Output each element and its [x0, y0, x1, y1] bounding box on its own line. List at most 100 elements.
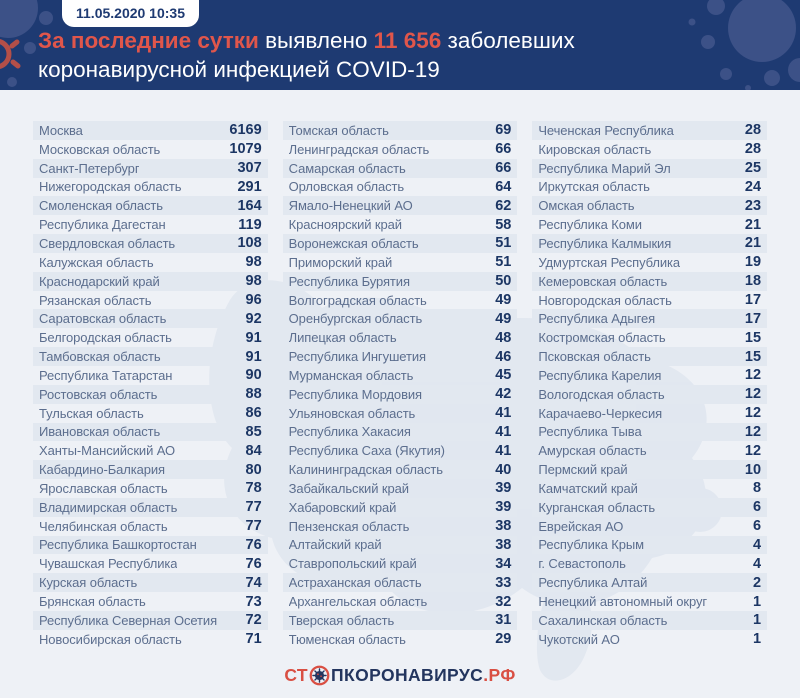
region-case-count: 85 — [245, 423, 262, 440]
region-case-count: 48 — [495, 329, 512, 346]
region-case-count: 91 — [245, 348, 262, 365]
region-case-count: 38 — [495, 518, 512, 535]
region-name: Ленинградская область — [288, 141, 430, 157]
region-name: Кемеровская область — [538, 273, 668, 289]
region-name: Ставропольский край — [288, 556, 417, 572]
stopcoronavirus-logo: СТ ПКОРОНАВИРУС .РФ — [0, 665, 800, 686]
region-stats-panel: Москва 6169 Московская область 1079 Санкт-Пе… — [0, 90, 800, 698]
region-case-count: 6 — [752, 499, 762, 516]
region-case-count: 72 — [245, 612, 262, 629]
list-item: Ямало-Ненецкий АО 62 — [282, 196, 518, 216]
region-name: Чеченская Республика — [538, 122, 674, 138]
list-item: Сахалинская область 1 — [532, 610, 768, 630]
region-case-count: 90 — [245, 367, 262, 384]
region-case-count: 12 — [744, 423, 762, 440]
logo-text-st: СТ — [284, 665, 309, 685]
region-name: Астраханская область — [288, 575, 422, 591]
list-item: Ставропольский край 34 — [283, 554, 518, 573]
list-item: Тульская область 86 — [33, 404, 268, 423]
region-name: г. Севастополь — [538, 556, 626, 572]
list-item: Новосибирская область 71 — [33, 630, 268, 649]
region-name: Ямало-Ненецкий АО — [288, 198, 413, 214]
region-name: Амурская область — [538, 443, 647, 459]
list-item: Орловская область 64 — [283, 178, 518, 197]
list-item: Иркутская область 24 — [532, 178, 767, 197]
region-case-count: 6169 — [229, 122, 262, 139]
region-name: Алтайский край — [288, 537, 382, 553]
region-case-count: 40 — [495, 461, 512, 478]
list-item: Кемеровская область 18 — [532, 271, 768, 291]
list-item: Чувашская Республика 76 — [33, 554, 268, 573]
region-case-count: 41 — [495, 423, 512, 440]
region-name: Камчатский край — [538, 480, 638, 496]
list-item: Ульяновская область 41 — [283, 404, 518, 423]
timestamp-text: 11.05.2020 10:35 — [76, 5, 185, 21]
region-name: Ярославская область — [39, 480, 168, 496]
list-item: Республика Дагестан 119 — [33, 215, 268, 234]
region-case-count: 19 — [744, 254, 762, 271]
region-case-count: 12 — [744, 386, 762, 403]
list-item: Чукотский АО 1 — [532, 630, 767, 649]
region-name: Саратовская область — [39, 311, 167, 327]
list-item: Республика Крым 4 — [532, 535, 768, 555]
region-name: Костромская область — [538, 330, 666, 346]
list-item: Архангельская область 32 — [283, 592, 518, 611]
list-item: Смоленская область 164 — [33, 196, 268, 216]
list-item: Оренбургская область 49 — [282, 309, 518, 329]
region-name: Республика Хакасия — [288, 424, 411, 440]
list-item: Московская область 1079 — [33, 140, 268, 159]
headline: За последние сутки выявлено 11 656 забол… — [38, 26, 575, 84]
region-name: Республика Тыва — [538, 424, 642, 440]
region-name: Республика Алтай — [538, 575, 648, 591]
list-item: Воронежская область 51 — [282, 234, 518, 253]
region-case-count: 51 — [495, 254, 512, 271]
region-case-count: 66 — [495, 141, 512, 158]
list-item: Кировская область 28 — [532, 140, 767, 159]
list-item: Пензенская область 38 — [283, 517, 518, 536]
region-name: Кировская область — [538, 141, 652, 157]
list-item: Пермский край 10 — [532, 460, 768, 480]
list-item: Нижегородская область 291 — [33, 178, 268, 197]
region-case-count: 46 — [495, 348, 512, 365]
region-name: Воронежская область — [288, 235, 419, 251]
list-item: Санкт-Петербург 307 — [33, 158, 268, 178]
region-case-count: 66 — [495, 160, 512, 177]
region-column-2: Томская область 69 Ленинградская область 66… — [282, 121, 518, 649]
region-case-count: 64 — [495, 178, 512, 195]
region-name: Санкт-Петербург — [39, 160, 140, 176]
region-case-count: 1079 — [229, 141, 262, 158]
region-case-count: 1 — [752, 631, 762, 648]
region-name: Пензенская область — [288, 518, 410, 534]
region-name: Вологодская область — [538, 386, 665, 402]
region-case-count: 23 — [744, 197, 762, 214]
list-item: Вологодская область 12 — [532, 384, 768, 404]
region-case-count: 24 — [744, 178, 762, 195]
list-item: Хабаровский край 39 — [282, 497, 518, 517]
region-name: Республика Мордовия — [288, 386, 422, 402]
region-column-3: Чеченская Республика 28 Кировская область 2… — [532, 121, 768, 649]
region-case-count: 2 — [752, 574, 762, 591]
list-item: Республика Адыгея 17 — [532, 309, 768, 329]
region-name: Курганская область — [538, 499, 656, 515]
region-case-count: 1 — [752, 612, 762, 629]
region-name: Удмуртская Республика — [538, 254, 681, 270]
region-name: Приморский край — [288, 254, 393, 270]
header: 11.05.2020 10:35 За последние сутки выяв… — [0, 0, 800, 90]
list-item: Тамбовская область 91 — [33, 347, 268, 366]
list-item: Томская область 69 — [282, 121, 518, 140]
list-item: Республика Башкортостан 76 — [33, 535, 268, 555]
region-name: Ивановская область — [39, 424, 161, 440]
virus-no-sign-icon — [309, 665, 330, 686]
list-item: Чеченская Республика 28 — [532, 121, 768, 140]
region-case-count: 164 — [237, 197, 262, 214]
region-name: Орловская область — [288, 179, 405, 195]
list-item: Республика Калмыкия 21 — [532, 234, 768, 253]
region-case-count: 50 — [495, 273, 512, 290]
region-case-count: 91 — [245, 329, 262, 346]
region-name: Белгородская область — [39, 330, 172, 346]
region-case-count: 77 — [245, 499, 262, 516]
headline-accent-count: 11 656 — [373, 28, 442, 53]
region-case-count: 12 — [744, 405, 762, 422]
list-item: Волгоградская область 49 — [283, 291, 518, 310]
region-name: Тамбовская область — [39, 349, 161, 365]
